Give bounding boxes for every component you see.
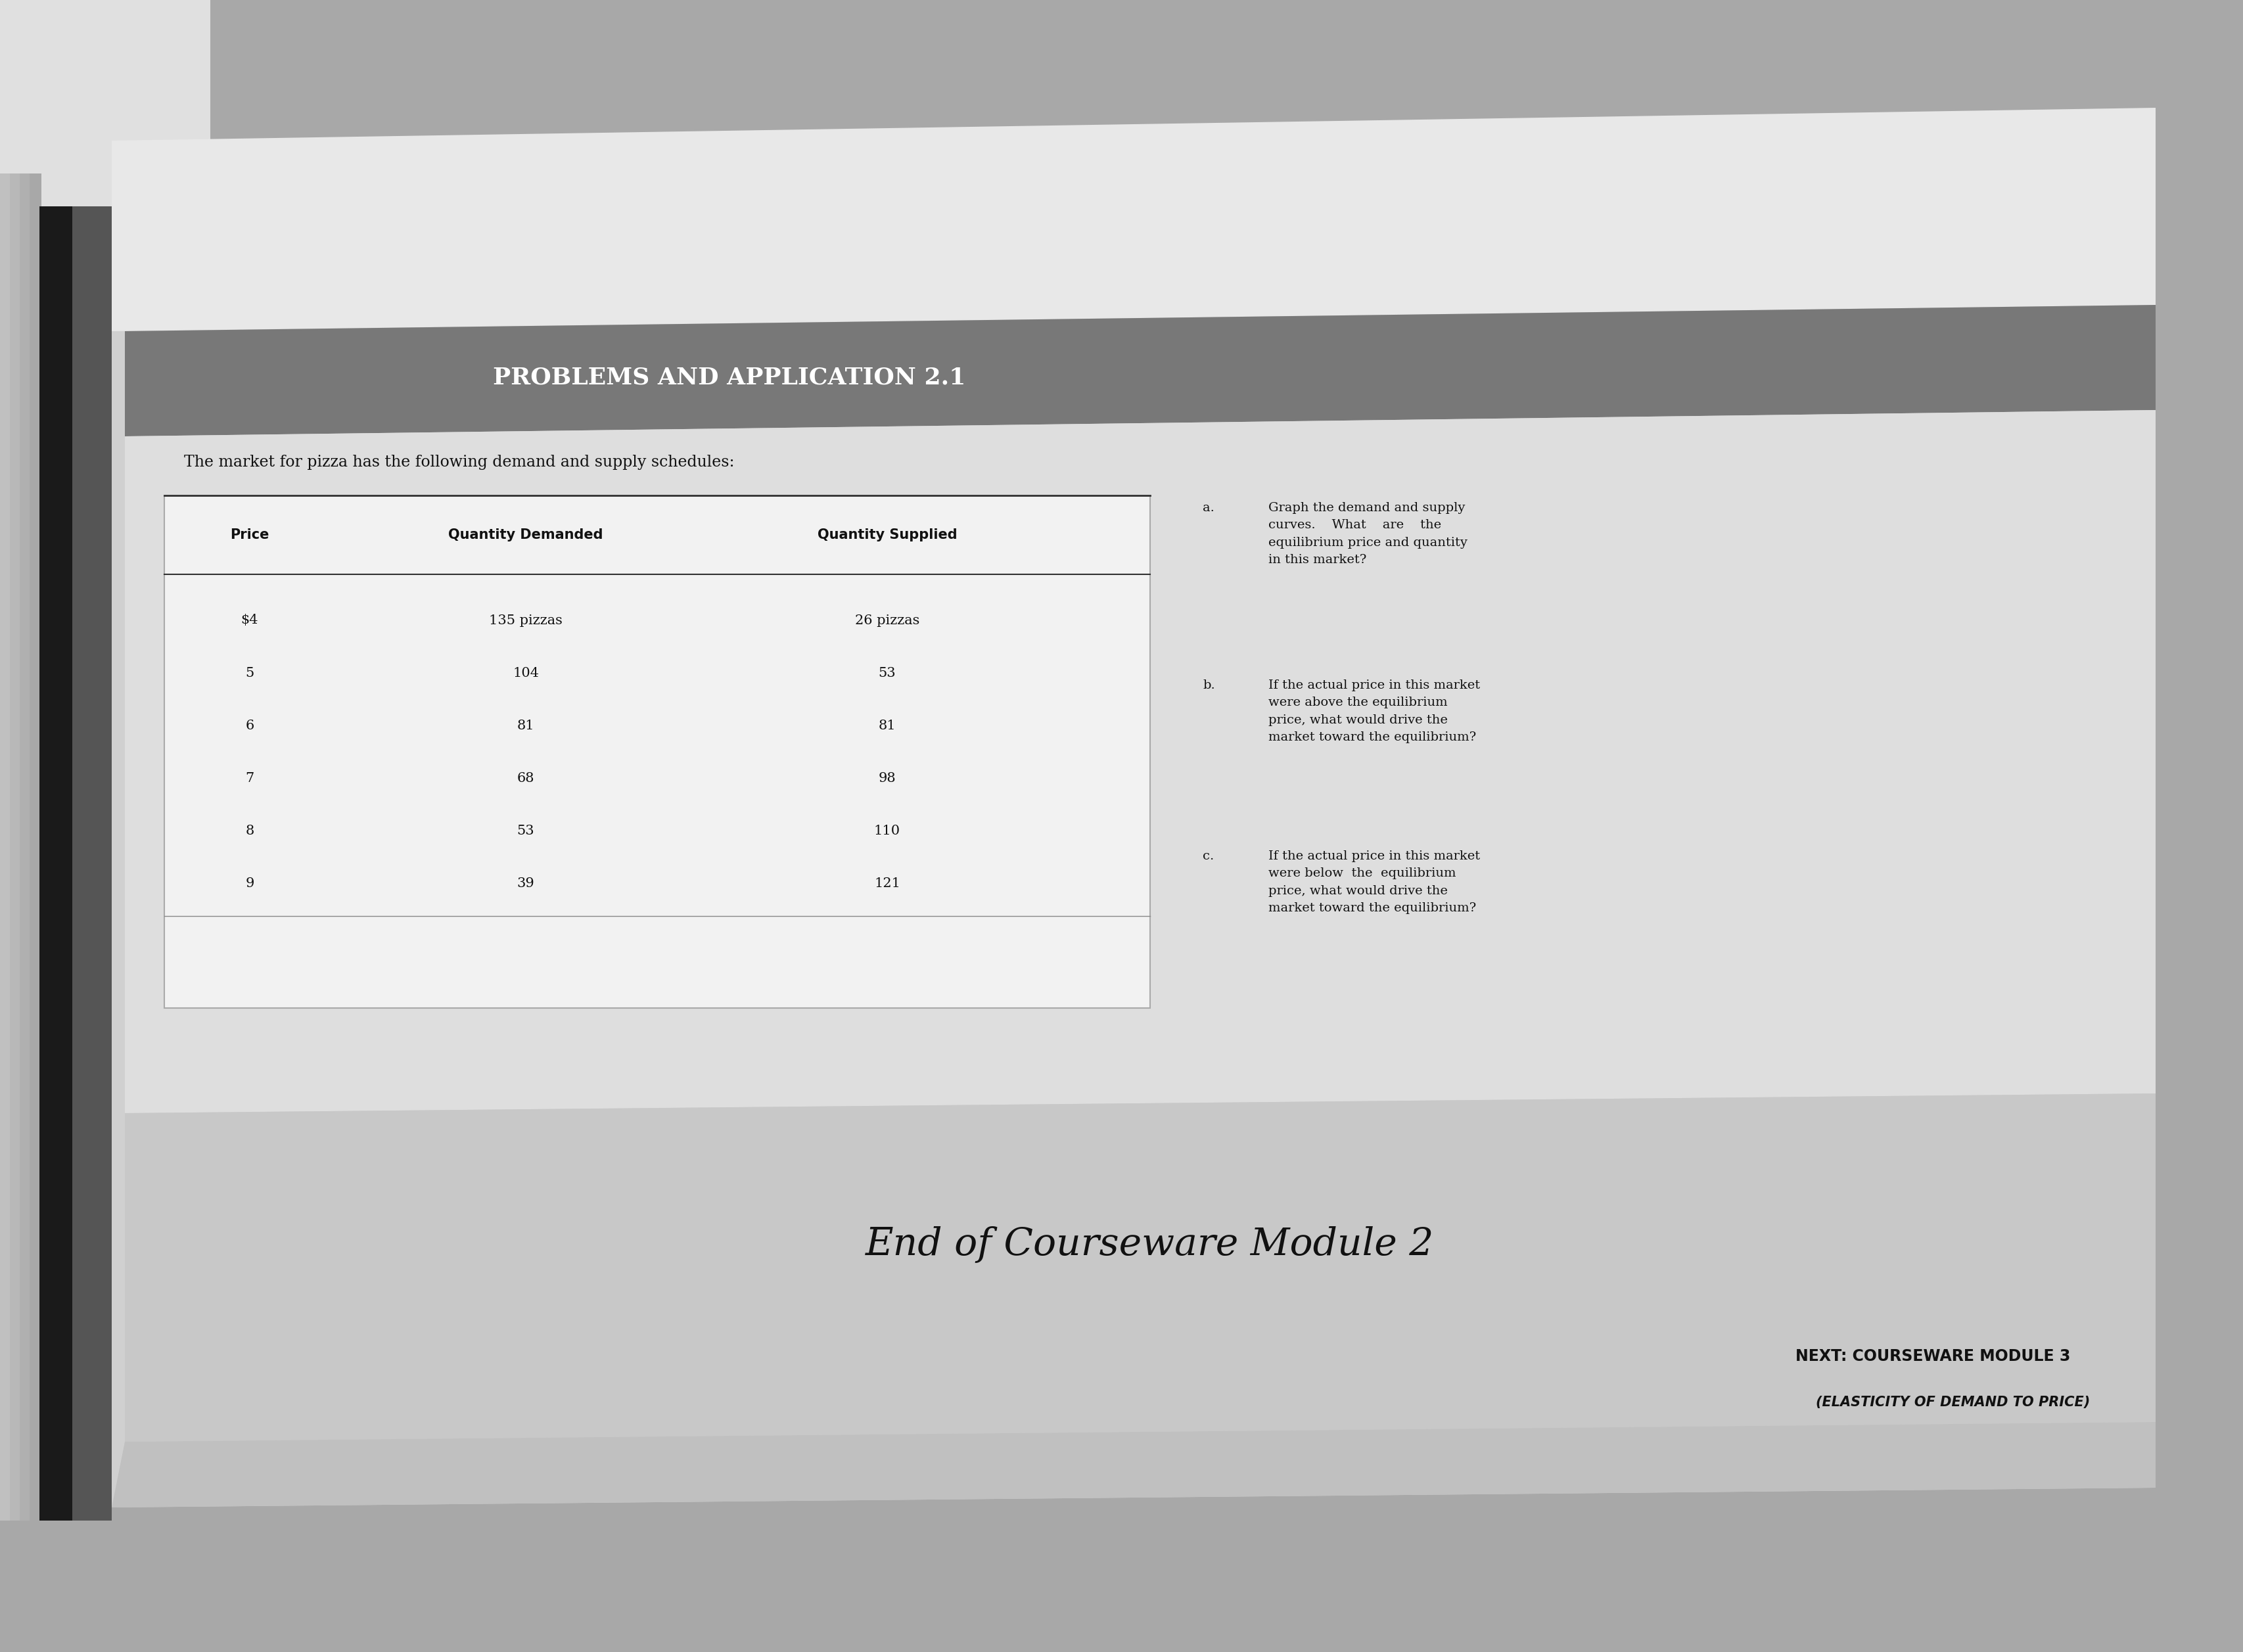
Polygon shape [29, 173, 40, 1520]
Bar [40, 206, 72, 1520]
Text: Quantity Supplied: Quantity Supplied [816, 529, 958, 542]
Text: Quantity Demanded: Quantity Demanded [449, 529, 603, 542]
Text: 81: 81 [516, 719, 534, 732]
Text: 8: 8 [244, 824, 253, 838]
Text: 104: 104 [514, 667, 538, 679]
Polygon shape [126, 1094, 2156, 1442]
Polygon shape [0, 0, 211, 732]
Text: If the actual price in this market
were above the equilibrium
price, what would : If the actual price in this market were … [1267, 679, 1480, 743]
Text: If the actual price in this market
were below  the  equilibrium
price, what woul: If the actual price in this market were … [1267, 851, 1480, 914]
Polygon shape [0, 173, 11, 1520]
Text: a.: a. [1202, 502, 1213, 514]
Polygon shape [20, 173, 31, 1520]
Text: 98: 98 [879, 771, 895, 785]
Text: 68: 68 [518, 771, 534, 785]
Text: Graph the demand and supply
curves.    What    are    the
equilibrium price and : Graph the demand and supply curves. What… [1267, 502, 1467, 567]
Polygon shape [126, 306, 2156, 436]
Text: 110: 110 [875, 824, 899, 838]
Polygon shape [9, 173, 22, 1520]
Text: 9: 9 [244, 877, 253, 889]
Text: b.: b. [1202, 679, 1216, 691]
Text: Price: Price [231, 529, 269, 542]
Polygon shape [112, 206, 2156, 1507]
Text: 26 pizzas: 26 pizzas [855, 615, 920, 626]
Polygon shape [112, 1422, 2156, 1507]
Text: 121: 121 [875, 877, 899, 889]
Text: 7: 7 [244, 771, 253, 785]
Text: 81: 81 [879, 719, 895, 732]
Text: NEXT: COURSEWARE MODULE 3: NEXT: COURSEWARE MODULE 3 [1794, 1348, 2070, 1365]
Text: The market for pizza has the following demand and supply schedules:: The market for pizza has the following d… [184, 454, 733, 471]
Bar [72, 206, 112, 1520]
Polygon shape [112, 107, 2156, 330]
Text: 39: 39 [516, 877, 534, 889]
Text: $4: $4 [240, 615, 258, 626]
Text: End of Courseware Module 2: End of Courseware Module 2 [866, 1226, 1436, 1264]
Text: 6: 6 [244, 719, 253, 732]
Text: (ELASTICITY OF DEMAND TO PRICE): (ELASTICITY OF DEMAND TO PRICE) [1815, 1396, 2090, 1409]
Polygon shape [126, 410, 2156, 1113]
Text: 135 pizzas: 135 pizzas [489, 615, 563, 626]
Bar [164, 496, 1151, 1008]
Text: c.: c. [1202, 851, 1213, 862]
Text: 5: 5 [244, 667, 253, 679]
Text: PROBLEMS AND APPLICATION 2.1: PROBLEMS AND APPLICATION 2.1 [493, 367, 967, 388]
Text: 53: 53 [516, 824, 534, 838]
Text: 53: 53 [879, 667, 895, 679]
